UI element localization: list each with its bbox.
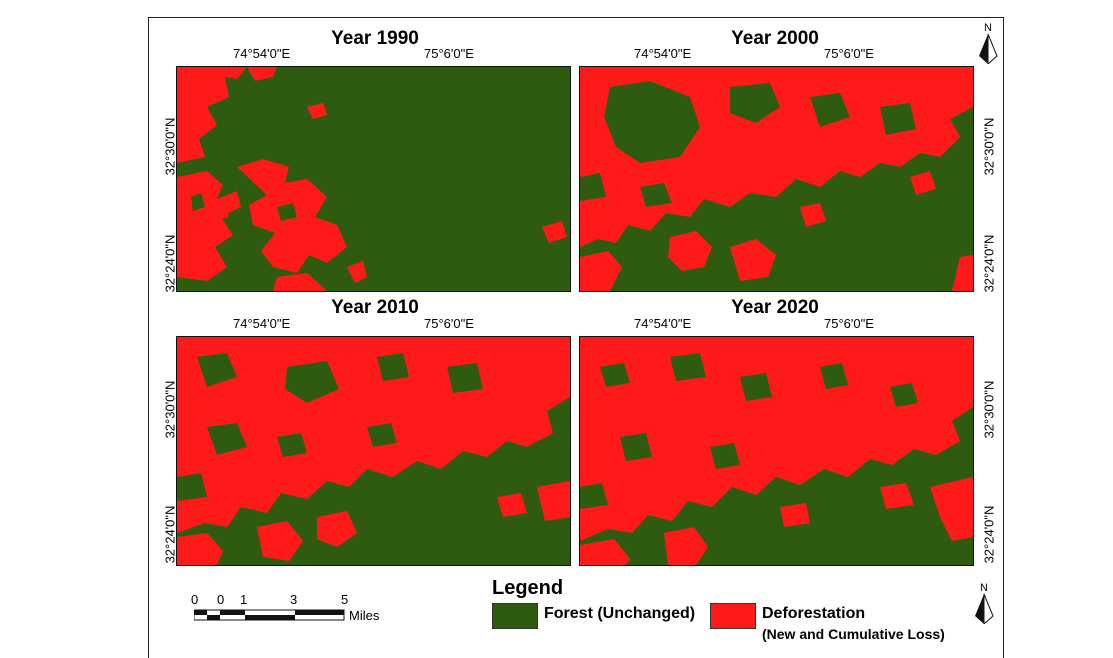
map-panel-2010 xyxy=(176,336,571,566)
lon-label-east: 75°6'0"E xyxy=(424,316,474,331)
lat-label-south: 32°24'0"N xyxy=(981,234,997,293)
legend-title: Legend xyxy=(492,577,564,599)
forest-label: Forest (Unchanged) xyxy=(544,605,696,622)
deforestation-layer-2010 xyxy=(177,337,570,565)
scale-tick-label: 1 xyxy=(240,592,248,607)
lon-label-east: 75°6'0"E xyxy=(824,316,874,331)
deforestation-layer-1990 xyxy=(177,67,567,291)
lon-label-west: 74°54'0"E xyxy=(634,316,692,331)
north-label: N xyxy=(984,22,992,34)
scale-unit: Miles xyxy=(349,608,380,623)
deforestation-layer-2020 xyxy=(580,337,973,565)
scale-tick-label: 5 xyxy=(341,592,349,607)
north-label: N xyxy=(980,582,988,594)
scale-tick-label: 0 xyxy=(191,592,199,607)
lon-label-east: 75°6'0"E xyxy=(824,46,874,61)
panel-title-1990: Year 1990 xyxy=(331,28,419,49)
panel-title-2020: Year 2020 xyxy=(731,297,819,318)
map-panel-1990 xyxy=(176,66,571,292)
deforestation-swatch xyxy=(710,603,756,629)
panel-title-2010: Year 2010 xyxy=(331,297,419,318)
lon-label-west: 74°54'0"E xyxy=(233,46,291,61)
map-panel-2020 xyxy=(579,336,974,566)
scale-tick-label: 0 xyxy=(217,592,225,607)
deforestation-layer-2000 xyxy=(580,67,973,291)
deforestation-label: Deforestation xyxy=(762,605,866,622)
lon-label-west: 74°54'0"E xyxy=(634,46,692,61)
lat-label-north: 32°30'0"N xyxy=(981,380,997,439)
panel-title-2000: Year 2000 xyxy=(731,28,819,49)
lon-label-west: 74°54'0"E xyxy=(233,316,291,331)
north-arrow-icon: N xyxy=(972,582,996,626)
forest-swatch xyxy=(492,603,538,629)
map-panel-2000 xyxy=(579,66,974,292)
lat-label-north: 32°30'0"N xyxy=(981,117,997,176)
lat-label-south: 32°24'0"N xyxy=(981,505,997,564)
scale-bar-graphic xyxy=(194,609,345,621)
deforestation-sublabel: (New and Cumulative Loss) xyxy=(762,626,945,642)
scale-tick-label: 3 xyxy=(290,592,298,607)
lon-label-east: 75°6'0"E xyxy=(424,46,474,61)
map-layout-frame xyxy=(148,17,1004,658)
north-arrow-icon: N xyxy=(976,22,1000,66)
